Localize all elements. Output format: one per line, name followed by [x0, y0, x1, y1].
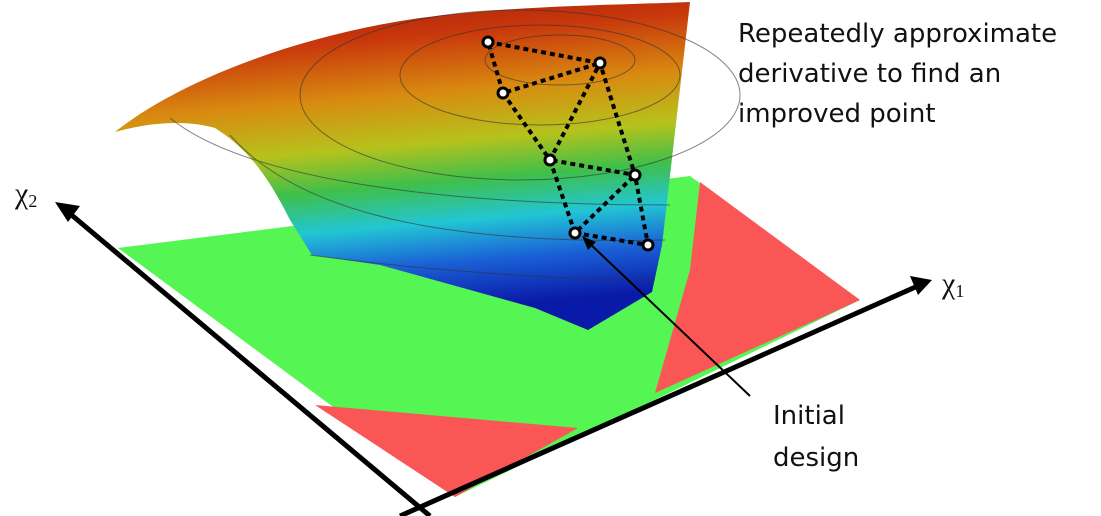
axis-symbol: χ	[941, 267, 956, 300]
annotation-line: Repeatedly approximate	[738, 19, 1057, 49]
x2-label: χ2	[14, 177, 37, 211]
axis-symbol: χ	[14, 177, 29, 210]
callout-line: design	[773, 443, 859, 473]
axis-subscript: 2	[28, 191, 37, 211]
axis-subscript: 1	[955, 281, 964, 301]
annotation-line: derivative to find an	[738, 59, 1001, 89]
x1-label: χ1	[941, 267, 964, 301]
callout-line: Initial	[773, 401, 845, 431]
annotation-line: improved point	[738, 99, 936, 129]
diagram: Repeatedly approximate derivative to fin…	[0, 0, 1101, 516]
